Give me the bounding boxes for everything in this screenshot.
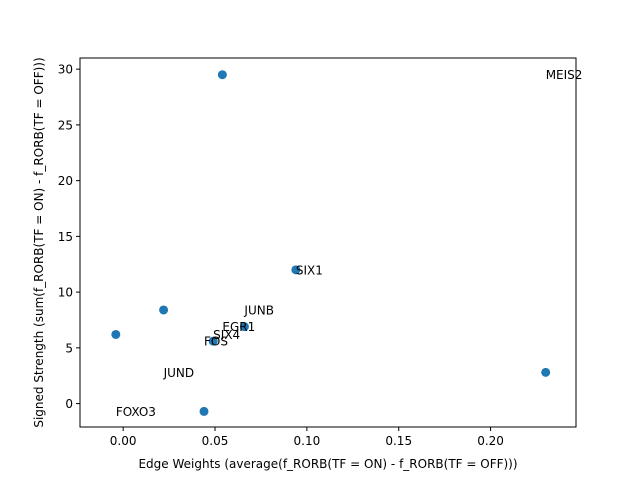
data-point	[217, 70, 227, 80]
y-tick-label: 25	[58, 118, 73, 132]
y-tick-label: 30	[58, 63, 73, 77]
point-annotation: SIX1	[296, 263, 323, 277]
y-axis-label: Signed Strength (sum(f_RORB(TF = ON) - f…	[32, 57, 46, 427]
data-point	[291, 265, 301, 275]
x-tick-label: 0.00	[110, 434, 137, 448]
x-tick-label: 0.15	[385, 434, 412, 448]
data-point	[208, 336, 218, 346]
x-tick-label: 0.10	[294, 434, 321, 448]
data-point	[541, 367, 551, 377]
data-point	[239, 322, 249, 332]
x-tick-label: 0.20	[477, 434, 504, 448]
data-point	[199, 406, 209, 416]
data-point	[111, 329, 121, 339]
point-annotation: JUND	[163, 366, 195, 380]
x-axis-label: Edge Weights (average(f_RORB(TF = ON) - …	[138, 457, 517, 471]
y-tick-label: 20	[58, 174, 73, 188]
y-tick-label: 10	[58, 286, 73, 300]
plot-frame	[79, 57, 577, 428]
point-annotation: JUNB	[243, 303, 274, 317]
y-tick-label: 0	[65, 397, 73, 411]
point-annotation: MEIS2	[546, 68, 583, 82]
y-tick-label: 15	[58, 230, 73, 244]
point-annotation: FOS	[204, 335, 228, 349]
y-tick-label: 5	[65, 341, 73, 355]
x-tick-label: 0.05	[202, 434, 229, 448]
point-annotation: FOXO3	[116, 405, 156, 419]
point-annotation: EGR1	[222, 320, 255, 334]
data-point	[159, 305, 169, 315]
point-annotation: SIX4	[213, 328, 240, 342]
